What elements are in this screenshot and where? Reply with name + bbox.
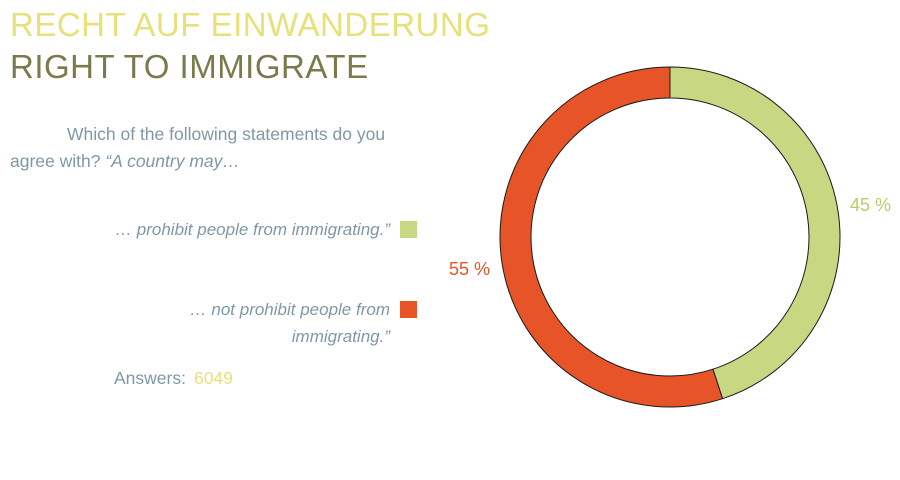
legend-swatch-not-prohibit (400, 301, 417, 318)
legend-label-not-prohibit: … not prohibit people from immigrating.” (189, 300, 390, 346)
title-german: RECHT AUF EINWANDERUNG (10, 6, 491, 43)
legend-item-prohibit: … prohibit people from immigrating.” (115, 216, 417, 243)
legend-label-prohibit: … prohibit people from immigrating.” (115, 220, 390, 239)
question-text: Which of the following statements do you… (10, 121, 430, 175)
answers-label: Answers: (114, 368, 186, 388)
slice-prohibit (669, 66, 841, 400)
legend-swatch-prohibit (400, 221, 417, 238)
question-italic: “A country may… (105, 151, 240, 171)
answers-count: 6049 (193, 368, 233, 388)
donut-chart: 45 % 55 % (449, 66, 891, 408)
question-main: Which of the following statements do you… (10, 124, 386, 171)
data-label-not-prohibit: 55 % (449, 259, 490, 279)
slice-not-prohibit (499, 66, 724, 408)
answers-summary: Answers: 6049 (114, 368, 233, 389)
data-label-prohibit: 45 % (850, 195, 891, 215)
title-english: RIGHT TO IMMIGRATE (10, 48, 369, 85)
legend-item-not-prohibit: … not prohibit people from immigrating.” (150, 296, 417, 350)
